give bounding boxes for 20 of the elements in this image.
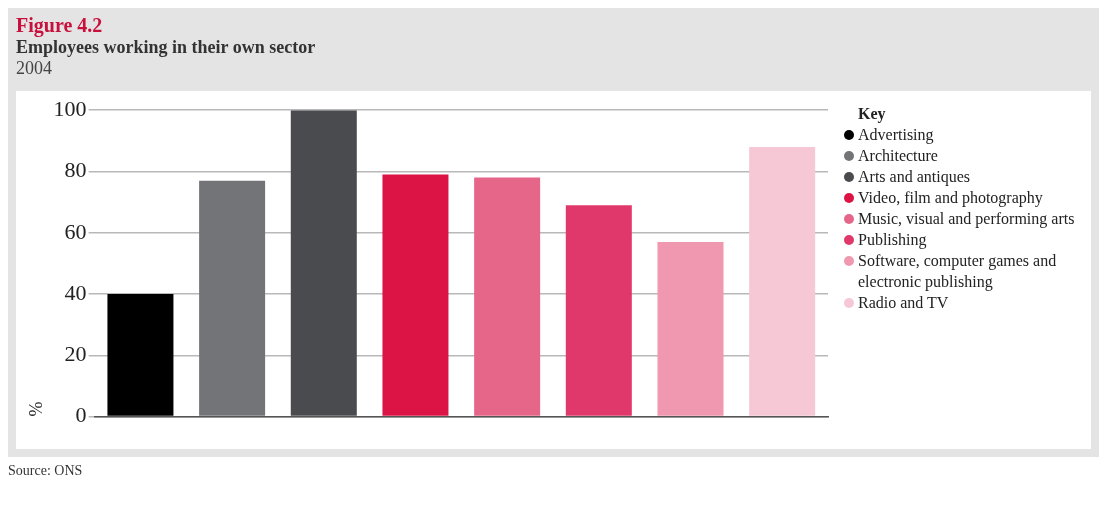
y-tick-label: 80 bbox=[64, 157, 87, 183]
y-tick-label: 100 bbox=[53, 95, 87, 121]
chart-subtitle: Employees working in their own sector bbox=[16, 37, 317, 58]
legend-label: Advertising bbox=[858, 125, 934, 145]
text: 2004 bbox=[16, 58, 53, 79]
legend-label: Publishing bbox=[858, 230, 927, 250]
source-note: Source: ONS bbox=[8, 463, 84, 479]
legend-label: Music, visual and performing arts bbox=[858, 209, 1075, 229]
y-tick-label: 0 bbox=[75, 402, 87, 428]
legend-label: Software, computer games and electronic publishing bbox=[858, 251, 1058, 292]
y-tick-label: 20 bbox=[64, 341, 87, 367]
y-tick-label: 60 bbox=[64, 218, 87, 244]
legend-title: Key bbox=[858, 104, 887, 124]
y-tick-label: 40 bbox=[64, 279, 87, 305]
y-axis-title: % bbox=[25, 401, 46, 417]
chart-title: Figure 4.2 bbox=[16, 14, 104, 37]
legend-label: Radio and TV bbox=[858, 293, 949, 313]
legend-label: Video, film and photography bbox=[858, 188, 1043, 208]
legend-label: Arts and antiques bbox=[858, 167, 970, 187]
legend-label: Architecture bbox=[858, 146, 938, 166]
